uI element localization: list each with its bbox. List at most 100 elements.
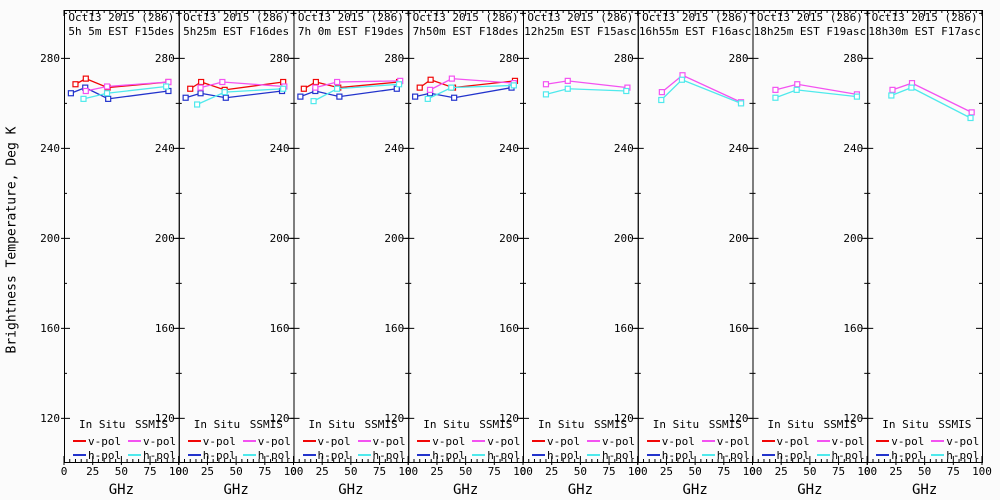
data-point-marker [772,86,779,93]
y-tick-label: 280 [843,51,864,65]
x-axis-label: GHz [223,482,249,498]
legend-header: SSMIS [364,418,398,431]
y-tick-label: 200 [499,231,519,245]
legend-swatch-insitu_v [73,440,86,442]
data-point-marker [310,98,317,105]
panel-title-pass: 5h 5m EST F15des [68,25,175,38]
data-point-marker [280,85,287,92]
panel-title-date: Oct13 2015 (286) [642,11,749,24]
x-tick-label: 0 [175,465,183,478]
x-tick-label: 0 [290,465,297,478]
legend-label: v-pol [143,435,177,448]
legend-label: h-pol [257,449,291,462]
legend-swatch-ssmis_v [587,440,600,442]
legend-header: In Situ [308,418,355,431]
data-point-marker [222,94,229,101]
data-point-marker [678,76,686,83]
series-line [200,81,285,89]
data-point-marker [219,78,226,86]
y-tick-label: 120 [384,411,405,425]
x-tick-label: 100 [742,465,763,478]
panel-title: Oct13 2015 (286) 12h25m EST F15asc [524,11,637,39]
data-point-marker [658,89,665,96]
panel-frame [867,10,983,463]
y-tick-label: 200 [728,231,749,245]
legend-swatch-ssmis_h [587,454,600,456]
x-tick-label: 0 [404,465,412,478]
y-tick-label: 280 [499,51,519,65]
legend-swatch-insitu_v [302,440,316,442]
legend-header: In Situ [193,418,241,431]
panel-title: Oct13 2015 (286) 18h30m EST F17asc [868,11,981,39]
legend-header: SSMIS [823,418,857,431]
y-tick-label: 160 [613,321,634,335]
panel-title-pass: 12h25m EST F15asc [524,25,637,38]
y-tick-label: 240 [499,141,519,155]
data-point-marker [794,81,801,88]
x-tick-label: 50 [688,465,702,478]
x-axis-label: GHz [911,482,938,498]
legend-label: h-pol [487,449,521,462]
legend-label: v-pol [487,435,521,448]
panel-title: Oct13 2015 (286) 18h25m EST F19asc [754,11,867,39]
panel-title-pass: 7h 0m EST F19des [297,25,404,38]
y-tick-label: 200 [40,231,60,245]
legend-swatch-insitu_v [761,440,775,442]
data-point-marker [80,95,87,102]
legend-label: h-pol [891,449,925,462]
series-line [545,88,627,95]
x-tick-label: 25 [659,465,674,478]
legend-label: v-pol [547,435,581,448]
panel-title-date: Oct13 2015 (286) [412,11,519,24]
legend-swatch-ssmis_v [701,440,715,442]
panel-title-date: Oct13 2015 (286) [68,11,175,24]
legend-label: v-pol [891,435,925,448]
y-tick-label: 280 [613,51,634,65]
legend-swatch-insitu_v [417,440,431,442]
x-axis-label: GHz [108,482,135,498]
data-point-marker [451,94,458,101]
data-point-marker [426,86,434,93]
x-tick-label: 100 [857,465,878,478]
x-tick-label: 75 [831,465,846,478]
legend-label: h-pol [716,449,750,462]
y-tick-label: 120 [499,411,519,425]
x-tick-label: 75 [143,465,157,478]
legend-label: v-pol [317,435,351,448]
legend-label: v-pol [257,435,291,448]
legend-swatch-insitu_h [646,454,660,456]
data-point-marker [542,81,550,88]
y-tick-label: 160 [499,321,519,335]
data-point-marker [82,87,89,95]
legend-header: SSMIS [479,418,513,431]
legend-label: h-pol [143,449,177,462]
data-point-marker [334,85,341,92]
data-point-marker [103,83,111,90]
data-point-marker [658,96,665,104]
x-tick-label: 50 [229,465,243,478]
data-point-marker [968,109,975,116]
data-point-marker [412,93,419,100]
data-point-marker [395,81,403,88]
data-point-marker [889,86,896,93]
panel-title: Oct13 2015 (286) 7h50m EST F18des [409,11,522,39]
data-point-marker [967,114,974,122]
legend-swatch-ssmis_h [701,454,715,456]
legend-label: h-pol [946,449,980,462]
legend-swatch-ssmis_h [931,454,945,456]
legend-label: v-pol [716,435,750,448]
x-tick-label: 25 [774,465,788,478]
legend-label: h-pol [602,449,636,462]
data-point-marker [187,85,194,92]
legend-swatch-insitu_v [876,440,890,442]
legend-swatch-ssmis_h [242,454,256,456]
data-point-marker [105,95,112,102]
legend-label: v-pol [432,435,466,448]
y-tick-label: 200 [843,231,864,245]
data-point-marker [427,76,434,83]
legend-header: In Situ [767,418,814,431]
legend-label: v-pol [88,435,122,448]
panel-title: Oct13 2015 (286) 7h 0m EST F19des [295,11,408,39]
panel-title-pass: 5h25m EST F16des [183,25,290,38]
